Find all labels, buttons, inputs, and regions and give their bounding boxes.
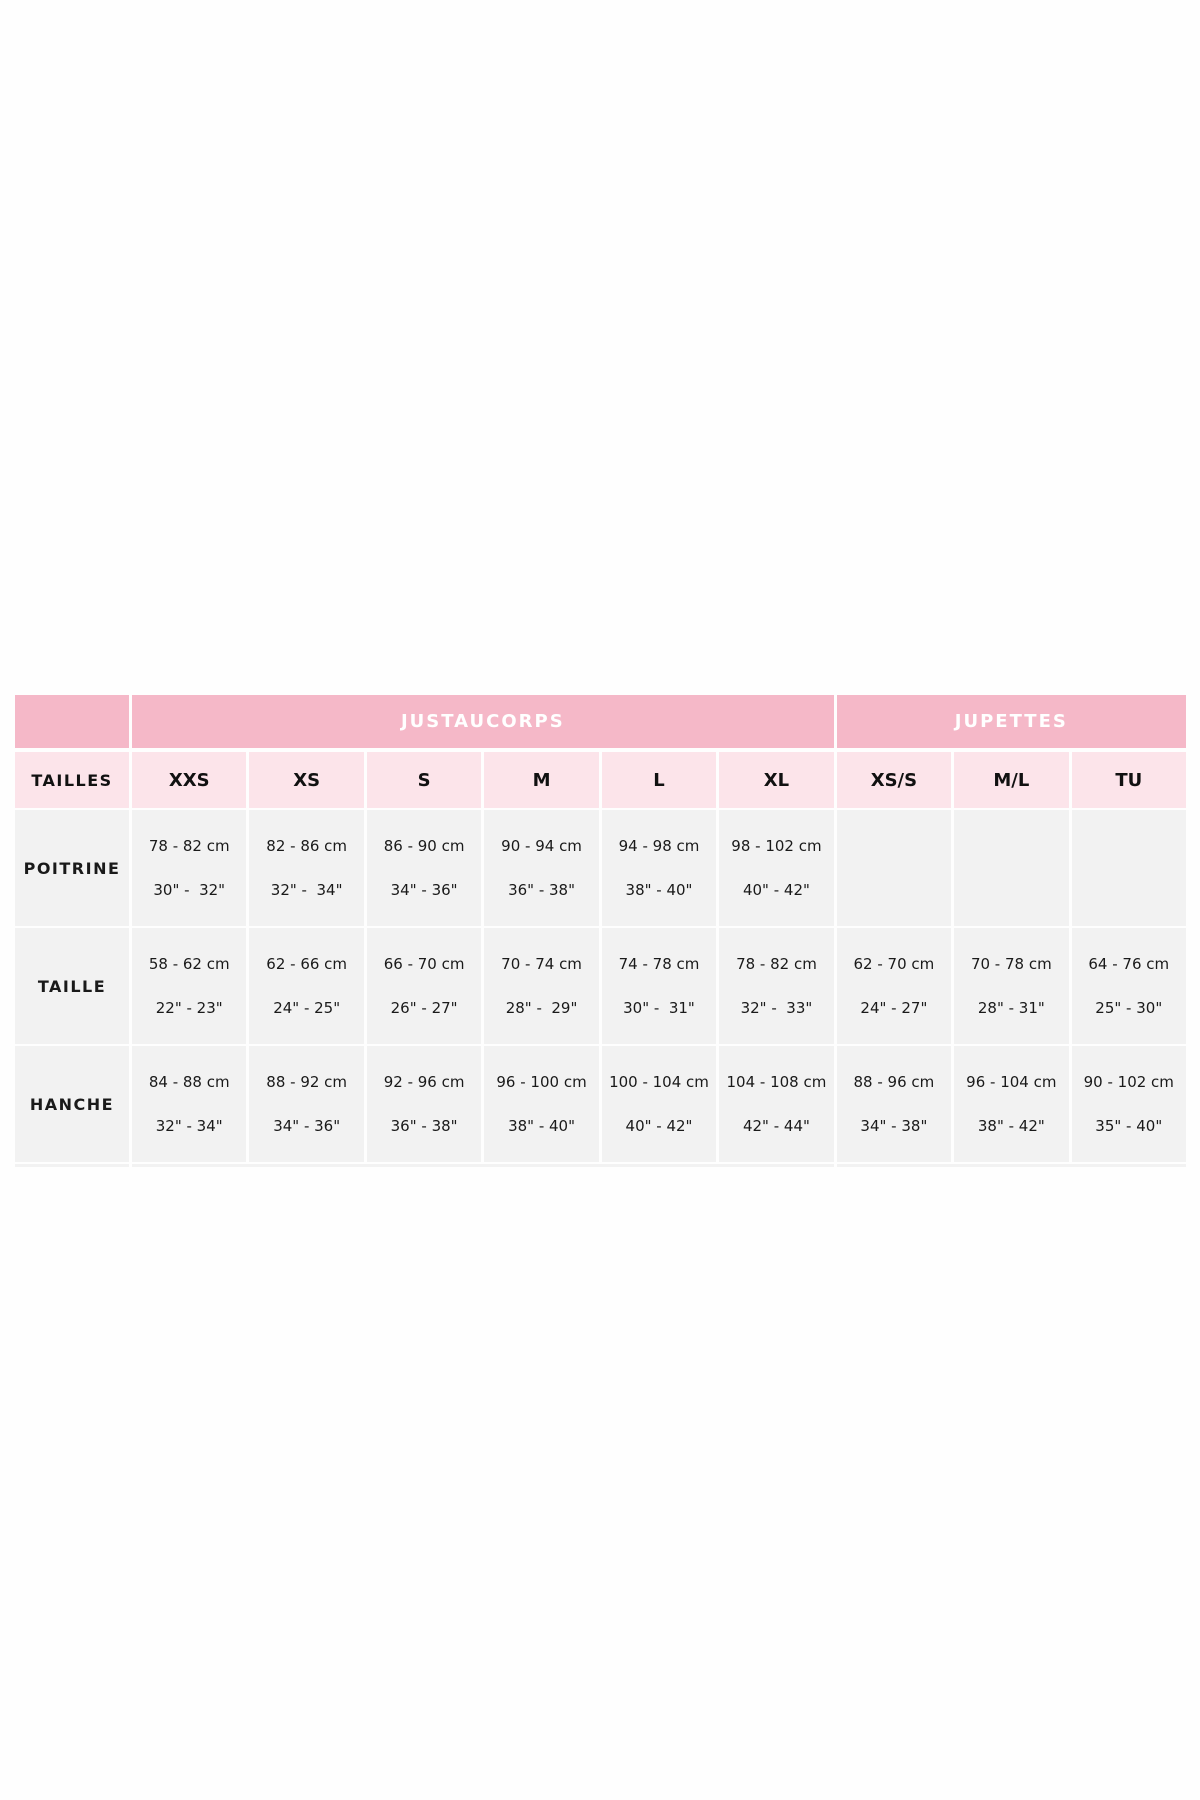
measurement-cm: 94 - 98 cm [618,837,700,855]
measurement-cm: 90 - 102 cm [1083,1073,1174,1091]
measurement-cell: 70 - 74 cm 28" - 29" [484,928,599,1044]
measurement-cell: 78 - 82 cm 30" - 32" [132,810,247,926]
measurement-cell: 92 - 96 cm 36" - 38" [366,1046,482,1162]
table-row: TAILLE 58 - 62 cm 22" - 23" 62 - 66 cm 24" -… [15,928,1186,1044]
measurement-cell: 88 - 92 cm 34" - 36" [249,1046,364,1162]
measurement-cell: 86 - 90 cm 34" - 36" [366,810,482,926]
category-header-cell: JUPETTES [836,695,1186,748]
size-header-cell: M [484,752,599,808]
size-header-cell: TU [1071,752,1186,808]
measurement-inches: 24" - 25" [273,999,341,1017]
size-chart: JUSTAUCORPS JUPETTES TAILLES XXS XS S M L XL XS… [15,695,1186,1167]
row-label: POITRINE [15,810,129,926]
measurement-cell: 100 - 104 cm 40" - 42" [601,1046,717,1162]
measurement-cell: 66 - 70 cm 26" - 27" [366,928,482,1044]
measurement-cm: 62 - 66 cm [266,955,348,973]
measurement-inches: 28" - 31" [977,999,1045,1017]
measurement-cell: 84 - 88 cm 32" - 34" [132,1046,247,1162]
measurement-cell: 98 - 102 cm 40" - 42" [719,810,834,926]
measurement-cm: 92 - 96 cm [383,1073,465,1091]
measurement-inches: 26" - 27" [390,999,458,1017]
table-footer-strip [15,1164,1186,1167]
measurement-cell: 90 - 94 cm 36" - 38" [484,810,599,926]
measurement-cm: 104 - 108 cm [726,1073,827,1091]
table-row: POITRINE 78 - 82 cm 30" - 32" 82 - 86 cm 32"… [15,810,1186,926]
measurement-cm: 96 - 100 cm [496,1073,587,1091]
measurement-inches: 32" - 33" [740,999,813,1017]
measurement-cell [836,810,952,926]
size-header-cell: L [601,752,717,808]
measurement-cm: 82 - 86 cm [266,837,348,855]
row-label: TAILLE [15,928,129,1044]
measurement-cm: 78 - 82 cm [736,955,817,973]
measurement-inches: 25" - 30" [1095,999,1163,1017]
size-header-cell: M/L [954,752,1069,808]
measurement-inches: 40" - 42" [742,881,810,899]
measurement-cell: 94 - 98 cm 38" - 40" [601,810,717,926]
category-header-cell [15,695,129,748]
measurement-inches: 34" - 38" [860,1117,928,1135]
measurement-inches: 42" - 44" [742,1117,810,1135]
measurement-inches: 36" - 38" [390,1117,458,1135]
measurement-cm: 78 - 82 cm [148,837,230,855]
measurement-cell [954,810,1069,926]
measurement-cell: 82 - 86 cm 32" - 34" [249,810,364,926]
measurement-inches: 38" - 40" [508,1117,575,1135]
measurement-cm: 62 - 70 cm [853,955,935,973]
measurement-cm: 74 - 78 cm [618,955,700,973]
measurement-cm: 90 - 94 cm [501,837,582,855]
measurement-inches: 30" - 32" [153,881,226,899]
measurement-inches: 34" - 36" [273,1117,341,1135]
measurement-cm: 70 - 78 cm [970,955,1052,973]
measurement-cell: 90 - 102 cm 35" - 40" [1071,1046,1186,1162]
measurement-inches: 22" - 23" [155,999,223,1017]
measurement-cm: 66 - 70 cm [383,955,465,973]
measurement-cm: 86 - 90 cm [383,837,465,855]
measurement-inches: 38" - 42" [977,1117,1045,1135]
sizes-header-row: TAILLES XXS XS S M L XL XS/S M/L TU [15,752,1186,808]
measurement-inches: 24" - 27" [860,999,928,1017]
measurement-cell: 62 - 70 cm 24" - 27" [836,928,952,1044]
measurement-cm: 88 - 96 cm [853,1073,935,1091]
row-label: HANCHE [15,1046,129,1162]
measurement-cell: 70 - 78 cm 28" - 31" [954,928,1069,1044]
measurement-cm: 98 - 102 cm [731,837,822,855]
measurement-inches: 38" - 40" [625,881,693,899]
measurement-cell: 74 - 78 cm 30" - 31" [601,928,717,1044]
size-header-cell: XS/S [836,752,952,808]
measurement-cell: 88 - 96 cm 34" - 38" [836,1046,952,1162]
measurement-inches: 40" - 42" [625,1117,693,1135]
measurement-inches: 35" - 40" [1095,1117,1163,1135]
size-header-cell: XXS [132,752,247,808]
size-header-cell: XS [249,752,364,808]
measurement-inches: 32" - 34" [270,881,343,899]
measurement-inches: 36" - 38" [508,881,575,899]
measurement-cell [1071,810,1186,926]
measurement-inches: 30" - 31" [623,999,695,1017]
measurement-cm: 88 - 92 cm [266,1073,348,1091]
category-header-row: JUSTAUCORPS JUPETTES [15,695,1186,748]
table-row: HANCHE 84 - 88 cm 32" - 34" 88 - 92 cm 34" -… [15,1046,1186,1162]
size-header-cell: S [366,752,482,808]
measurement-cell: 96 - 104 cm 38" - 42" [954,1046,1069,1162]
measurement-cell: 62 - 66 cm 24" - 25" [249,928,364,1044]
measurement-cm: 84 - 88 cm [148,1073,230,1091]
measurement-inches: 32" - 34" [155,1117,223,1135]
measurement-cm: 96 - 104 cm [966,1073,1057,1091]
measurement-cell: 78 - 82 cm 32" - 33" [719,928,834,1044]
category-header-cell: JUSTAUCORPS [132,695,834,748]
measurement-cm: 58 - 62 cm [148,955,230,973]
measurement-cm: 100 - 104 cm [609,1073,709,1091]
measurement-cm: 70 - 74 cm [501,955,582,973]
measurement-cell: 58 - 62 cm 22" - 23" [132,928,247,1044]
measurement-inches: 34" - 36" [390,881,458,899]
measurement-cell: 104 - 108 cm 42" - 44" [719,1046,834,1162]
measurement-inches: 28" - 29" [505,999,578,1017]
sizes-row-label: TAILLES [15,752,129,808]
measurement-cell: 64 - 76 cm 25" - 30" [1071,928,1186,1044]
size-header-cell: XL [719,752,834,808]
measurement-cm: 64 - 76 cm [1088,955,1170,973]
measurement-cell: 96 - 100 cm 38" - 40" [484,1046,599,1162]
